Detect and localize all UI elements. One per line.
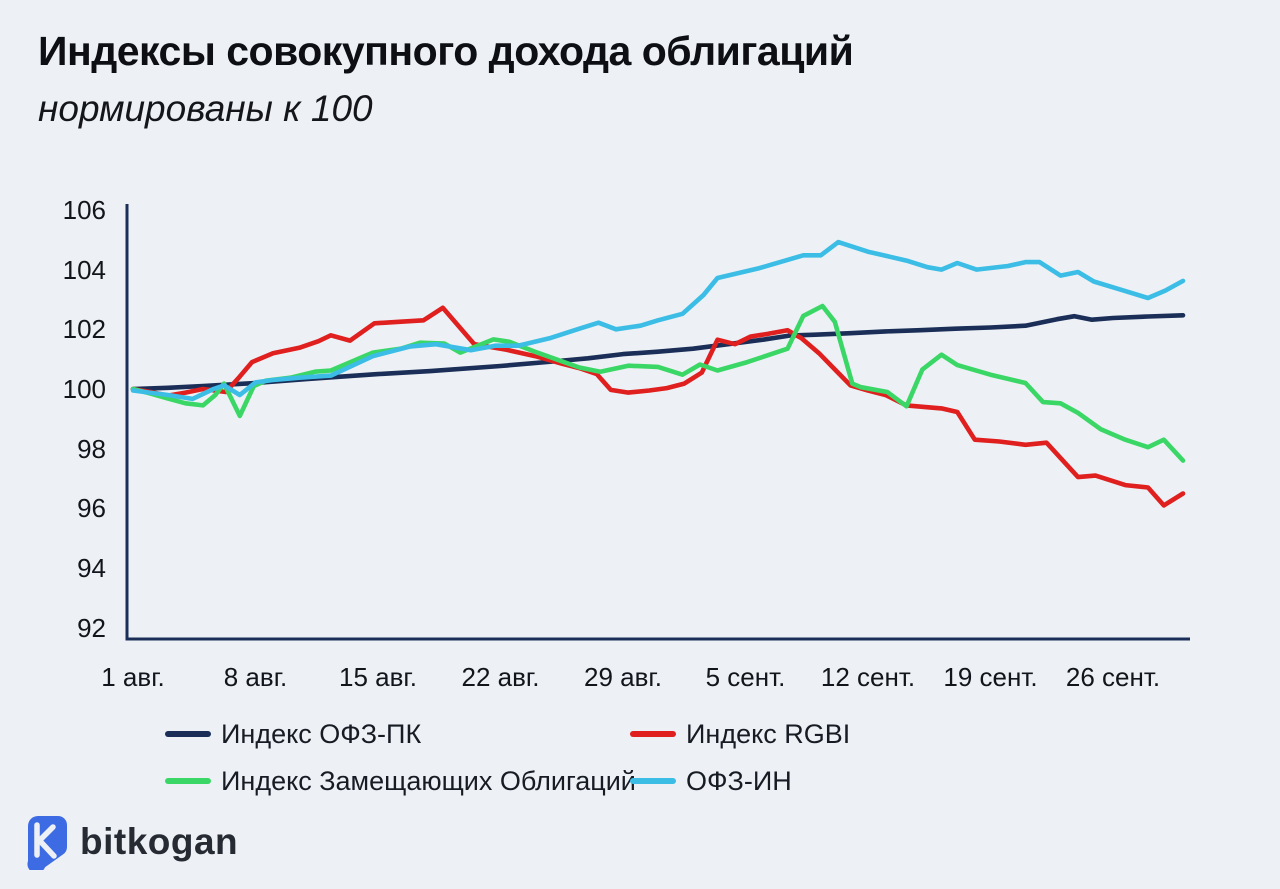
x-tick-label: 26 сент. [1065, 662, 1161, 692]
x-tick-label: 19 сент. [943, 662, 1038, 692]
series-line-2 [130, 305, 1186, 508]
x-tick-label: 1 авг. [101, 662, 165, 692]
y-tick-label: 106 [62, 194, 106, 225]
y-tick-label: 100 [62, 374, 106, 404]
legend-item: Индекс RGBI [630, 719, 850, 749]
legend-item: Индекс ОФЗ-ПК [165, 719, 421, 749]
x-tick-label: 15 авг. [339, 662, 417, 692]
legend-swatch [165, 778, 211, 784]
y-tick-label: 102 [62, 314, 106, 345]
x-tick-label: 8 авг. [223, 662, 288, 692]
x-tick-label: 5 сент. [705, 662, 786, 692]
legend-label: Индекс RGBI [686, 718, 851, 749]
brand-name: bitkogan [80, 821, 239, 862]
y-tick-label: 92 [77, 612, 106, 643]
legend-label: Индекс ОФЗ-ПК [221, 718, 422, 749]
x-tick-label: 12 сент. [820, 662, 916, 692]
legend-item: ОФЗ-ИН [630, 766, 792, 796]
logo-k-glyph [34, 822, 57, 859]
x-tick-label: 22 авг. [461, 662, 540, 692]
logo-shield-shape [27, 816, 67, 870]
x-tick-label: 29 авг. [584, 662, 662, 692]
legend-swatch [630, 731, 676, 737]
legend-label: Индекс Замещающих Облигаций [221, 765, 636, 796]
series-line-3 [130, 303, 1186, 463]
series-line-1 [130, 312, 1186, 392]
series-line-4 [130, 239, 1186, 402]
y-tick-label: 98 [77, 433, 106, 464]
chart-subtitle: нормированы к 100 [38, 88, 373, 129]
legend-swatch [165, 731, 211, 737]
bitkogan-logo-icon [27, 816, 67, 870]
legend-swatch [630, 778, 676, 784]
legend-label: ОФЗ-ИН [686, 765, 792, 796]
brand-footer: bitkogan [20, 814, 238, 870]
y-tick-label: 94 [77, 553, 106, 584]
y-tick-label: 104 [62, 254, 106, 285]
chart-title: Индексы совокупного дохода облигаций [38, 28, 854, 74]
legend-item: Индекс Замещающих Облигаций [165, 766, 636, 796]
y-tick-label: 96 [77, 493, 106, 524]
